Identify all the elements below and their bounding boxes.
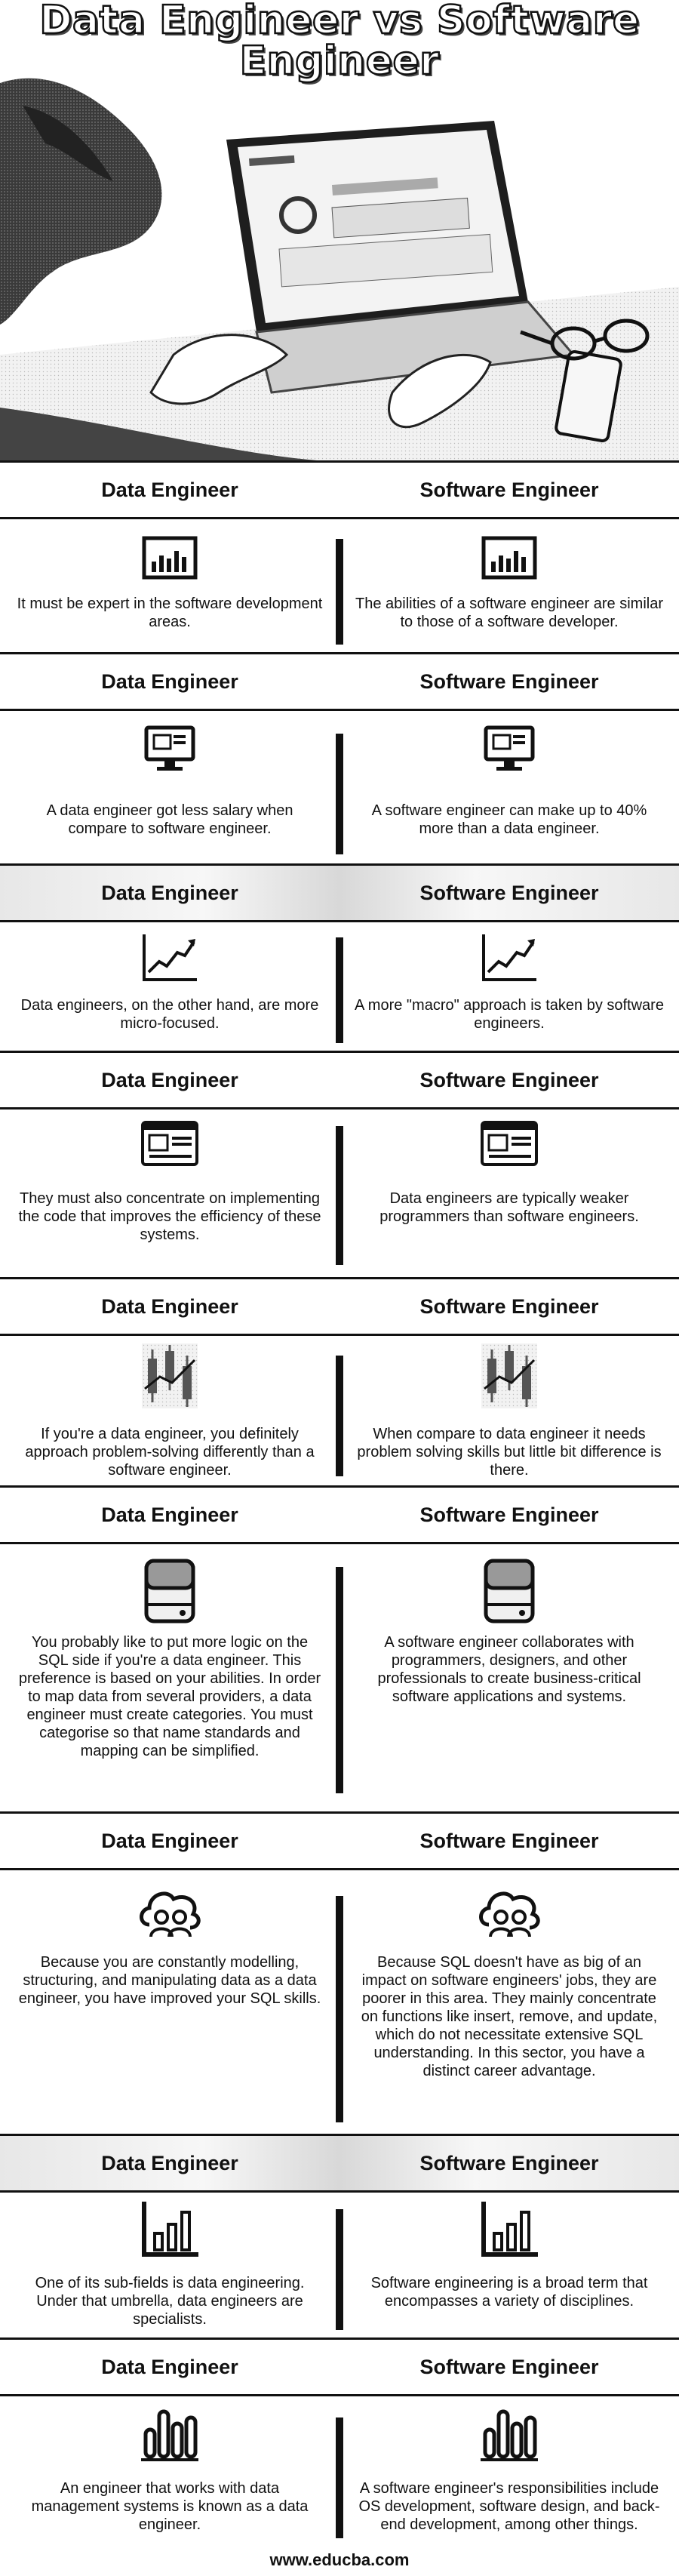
header-data-engineer: Data Engineer — [101, 1294, 238, 1318]
comparison-row-6: Data Engineer Software Engineer You prob… — [0, 1485, 679, 1811]
phone-icon — [555, 350, 622, 442]
header-software-engineer: Software Engineer — [419, 881, 599, 904]
comparison-header: Data Engineer Software Engineer — [0, 1485, 679, 1544]
comparison-row-2: Data Engineer Software Engineer A data e… — [0, 652, 679, 863]
hero-banner: Data Engineer vs Software Engineer — [0, 0, 679, 460]
rounded-bars-icon — [481, 2409, 538, 2461]
glasses-icon — [520, 319, 650, 361]
header-data-engineer: Data Engineer — [101, 1829, 238, 1852]
comparison-row-3: Data Engineer Software Engineer Data eng… — [0, 863, 679, 1051]
column-divider — [336, 539, 343, 645]
data-engineer-text: They must also concentrate on implementi… — [18, 1190, 321, 1243]
column-divider — [336, 937, 343, 1043]
software-engineer-text: Data engineers are typically weaker prog… — [379, 1190, 639, 1225]
comparison-row-9: Data Engineer Software Engineer An engin… — [0, 2337, 679, 2544]
hard-drive-icon — [484, 1559, 535, 1623]
header-software-engineer: Software Engineer — [419, 1294, 599, 1318]
line-chart-arrow-icon — [482, 934, 536, 981]
column-divider — [336, 2209, 343, 2330]
header-software-engineer: Software Engineer — [419, 2151, 599, 2174]
software-engineer-text: Software engineering is a broad term tha… — [370, 2275, 648, 2310]
comparison-header: Data Engineer Software Engineer — [0, 863, 679, 922]
header-software-engineer: Software Engineer — [419, 1829, 599, 1852]
data-engineer-text: Data engineers, on the other hand, are m… — [20, 997, 319, 1032]
comparison-row-1: Data Engineer Software Engineer It must … — [0, 460, 679, 652]
header-software-engineer: Software Engineer — [419, 1068, 599, 1091]
hard-drive-icon — [144, 1559, 195, 1623]
header-software-engineer: Software Engineer — [419, 478, 599, 501]
header-data-engineer: Data Engineer — [101, 2151, 238, 2174]
column-divider — [336, 734, 343, 854]
header-software-engineer: Software Engineer — [419, 669, 599, 693]
software-engineer-text: A software engineer can make up to 40% m… — [371, 802, 647, 837]
header-software-engineer: Software Engineer — [419, 2355, 599, 2378]
data-engineer-text: If you're a data engineer, you definitel… — [25, 1426, 315, 1479]
comparison-header: Data Engineer Software Engineer — [0, 460, 679, 519]
software-engineer-text: A software engineer's responsibilities i… — [358, 2480, 660, 2533]
bar-chart-framed-icon — [142, 536, 198, 580]
column-divider — [336, 2418, 343, 2538]
software-engineer-text: Because SQL doesn't have as big of an im… — [361, 1954, 658, 2079]
rounded-bars-icon — [141, 2409, 198, 2461]
software-engineer-text: The abilities of a software engineer are… — [355, 596, 663, 630]
header-software-engineer: Software Engineer — [419, 1503, 599, 1526]
page-title: Data Engineer vs Software Engineer — [38, 0, 640, 84]
data-engineer-text: You probably like to put more logic on t… — [18, 1634, 321, 1759]
comparison-row-7: Data Engineer Software Engineer Because … — [0, 1811, 679, 2134]
data-engineer-text: A data engineer got less salary when com… — [46, 802, 293, 837]
data-engineer-text: One of its sub-fields is data engineerin… — [35, 2275, 305, 2328]
software-engineer-text: A software engineer collaborates with pr… — [377, 1634, 641, 1705]
bar-chart-framed-icon — [481, 536, 537, 580]
column-divider — [336, 1567, 343, 1793]
candlestick-chart-icon — [481, 1343, 537, 1408]
browser-window-icon — [481, 1121, 538, 1166]
bar-chart-axis-icon — [481, 2202, 538, 2257]
data-engineer-text: Because you are constantly modelling, st… — [18, 1954, 321, 2007]
software-engineer-text: When compare to data engineer it needs p… — [357, 1426, 662, 1479]
header-data-engineer: Data Engineer — [101, 881, 238, 904]
column-divider — [336, 1356, 343, 1476]
footer-website: www.educba.com — [269, 2550, 410, 2569]
comparison-row-5: Data Engineer Software Engineer If you'r… — [0, 1277, 679, 1485]
users-cloud-icon — [479, 1891, 540, 1937]
header-data-engineer: Data Engineer — [101, 478, 238, 501]
hero-illustration — [0, 78, 679, 460]
monitor-chart-icon — [144, 725, 195, 771]
comparison-header: Data Engineer Software Engineer — [0, 2337, 679, 2396]
monitor-chart-icon — [484, 725, 535, 771]
data-engineer-text: An engineer that works with data managem… — [31, 2480, 309, 2533]
browser-window-icon — [141, 1121, 198, 1166]
column-divider — [336, 1126, 343, 1265]
bar-chart-axis-icon — [142, 2202, 198, 2257]
header-data-engineer: Data Engineer — [101, 1503, 238, 1526]
laptop-icon — [226, 121, 576, 394]
candlestick-chart-icon — [142, 1343, 198, 1408]
line-chart-arrow-icon — [143, 934, 197, 981]
comparison-header: Data Engineer Software Engineer — [0, 1811, 679, 1870]
header-data-engineer: Data Engineer — [101, 669, 238, 693]
comparison-row-8: Data Engineer Software Engineer One of i… — [0, 2134, 679, 2337]
header-data-engineer: Data Engineer — [101, 1068, 238, 1091]
users-cloud-icon — [140, 1891, 201, 1937]
column-divider — [336, 1896, 343, 2122]
comparison-header: Data Engineer Software Engineer — [0, 2134, 679, 2193]
comparison-header: Data Engineer Software Engineer — [0, 1277, 679, 1336]
software-engineer-text: A more "macro" approach is taken by soft… — [355, 997, 664, 1032]
comparison-header: Data Engineer Software Engineer — [0, 1051, 679, 1109]
data-engineer-text: It must be expert in the software develo… — [17, 596, 323, 630]
comparison-row-4: Data Engineer Software Engineer They mus… — [0, 1051, 679, 1277]
comparison-header: Data Engineer Software Engineer — [0, 652, 679, 711]
header-data-engineer: Data Engineer — [101, 2355, 238, 2378]
